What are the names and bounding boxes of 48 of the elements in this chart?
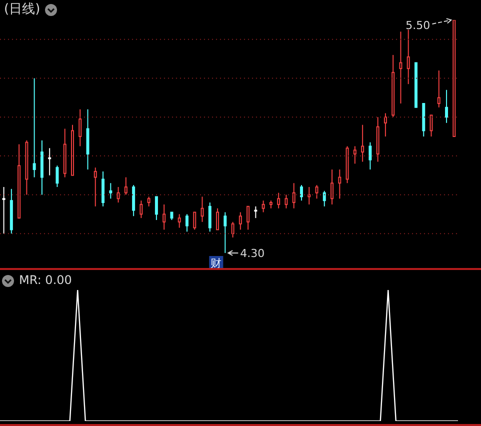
- candlestick: [246, 206, 250, 230]
- annotation: 4.30: [240, 246, 265, 260]
- candlestick: [109, 182, 112, 200]
- annotation: 5.50: [406, 18, 430, 32]
- candlestick: [94, 167, 97, 207]
- candlestick: [361, 124, 364, 162]
- candlestick: [231, 221, 234, 238]
- candlestick: [445, 89, 448, 124]
- candlestick: [238, 212, 242, 230]
- candlestick: [384, 112, 387, 137]
- chart-title: MR: 0.00: [19, 273, 72, 288]
- candlestick: [224, 212, 227, 253]
- candlestick: [330, 169, 334, 205]
- candlestick: [406, 29, 410, 85]
- candlestick: [315, 184, 318, 200]
- chart-title: (日线): [4, 2, 40, 18]
- candlestick: [338, 169, 342, 200]
- candlestick: [154, 196, 158, 220]
- candlestick: [140, 200, 143, 219]
- candlestick: [262, 200, 265, 213]
- candlestick: [147, 196, 150, 207]
- candlestick: [2, 186, 6, 234]
- candlestick: [353, 146, 356, 164]
- candlestick: [322, 190, 326, 207]
- candlestick: [132, 184, 136, 217]
- candlestick: [178, 214, 181, 228]
- candlestick: [200, 196, 204, 222]
- candlestick: [292, 182, 296, 209]
- candlestick: [32, 78, 36, 178]
- candlestick: [185, 214, 188, 232]
- candlestick: [277, 192, 280, 209]
- candlestick: [300, 184, 303, 202]
- candlestick: [284, 194, 288, 209]
- candlestick: [216, 208, 220, 230]
- candlestick: [102, 170, 105, 207]
- candlestick: [430, 114, 433, 137]
- candlestick: [124, 176, 128, 196]
- candlestick: [399, 31, 402, 104]
- candlestick: [78, 108, 82, 147]
- candlestick: [116, 186, 120, 204]
- candlestick: [48, 148, 52, 176]
- candlestick: [56, 165, 59, 188]
- candlestick: [368, 142, 372, 170]
- candlestick: [193, 212, 196, 230]
- candlestick: [162, 204, 166, 230]
- candlestick: [437, 70, 440, 108]
- candlestick: [254, 206, 258, 219]
- candlestick: [208, 202, 212, 232]
